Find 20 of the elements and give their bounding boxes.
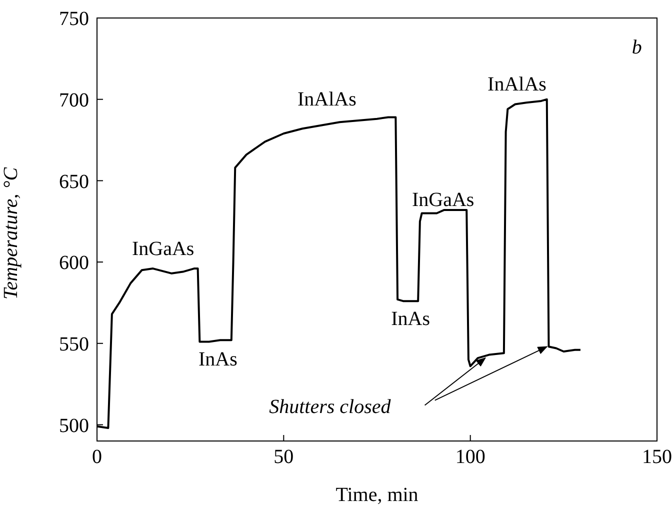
annotation: InAs [391, 308, 430, 330]
annotation: InAlAs [298, 88, 357, 110]
annotation: InGaAs [132, 238, 194, 260]
annotation: Shutters closed [269, 396, 392, 418]
annotation: InAs [198, 348, 238, 371]
y-tick-label: 700 [59, 89, 89, 112]
y-tick-label: 500 [59, 414, 89, 437]
x-tick-label: 150 [642, 446, 672, 468]
y-tick-label: 750 [59, 8, 89, 30]
y-tick-label: 600 [59, 252, 89, 274]
annotation: b [632, 36, 642, 58]
x-tick-label: 100 [455, 446, 486, 468]
x-tick-label: 0 [92, 446, 102, 468]
x-tick-label: 50 [274, 446, 294, 468]
y-tick-label: 650 [59, 170, 89, 193]
annotation: InAlAs [488, 74, 547, 96]
annotation: InGaAs [412, 189, 474, 212]
y-tick-label: 550 [59, 333, 89, 356]
y-axis-title: Temperature, °C [0, 166, 22, 300]
x-axis-title: Time, min [336, 484, 418, 506]
